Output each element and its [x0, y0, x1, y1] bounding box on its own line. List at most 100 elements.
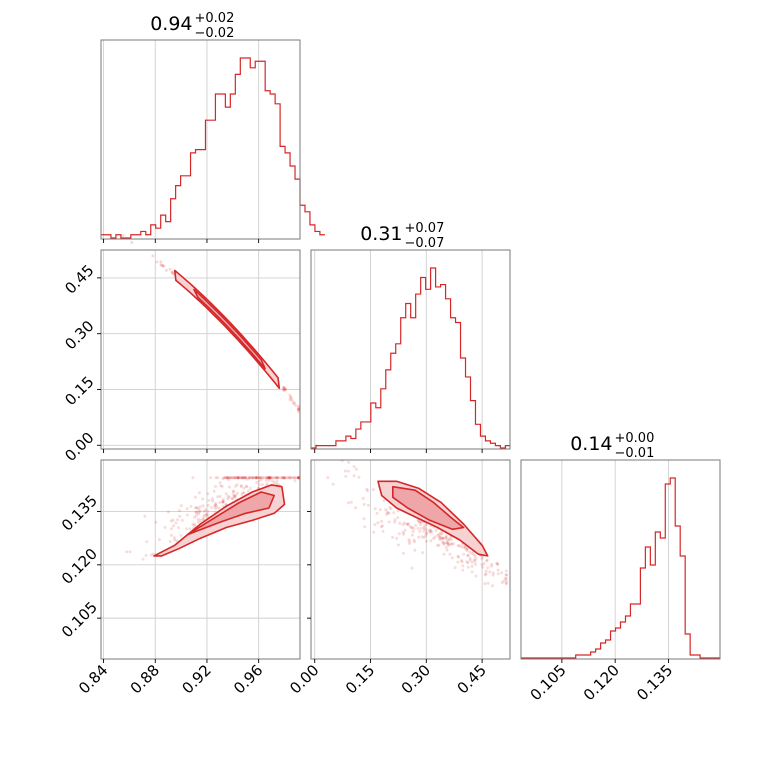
sample-point	[257, 483, 261, 487]
sample-point	[373, 523, 377, 527]
sample-point	[297, 476, 301, 480]
sample-point	[236, 476, 240, 480]
sample-point	[234, 476, 238, 480]
sample-point	[465, 549, 469, 552]
sample-point	[473, 554, 477, 558]
sample-point	[149, 553, 153, 557]
sample-point	[233, 476, 237, 480]
sample-point	[441, 541, 445, 545]
sample-point	[468, 558, 472, 562]
tick-label-x: 0.135	[633, 661, 676, 704]
sample-point	[169, 533, 173, 537]
sample-point	[354, 467, 358, 471]
sample-point	[269, 476, 273, 480]
sample-point	[438, 534, 442, 538]
sample-point	[314, 444, 318, 447]
sample-point	[237, 476, 241, 480]
sample-point	[283, 476, 287, 480]
sample-point	[441, 540, 445, 544]
sample-point	[297, 407, 301, 411]
sample-point	[243, 476, 247, 480]
panel-scatter-1-2: 0.00 0.15 0.30 0.45	[286, 444, 511, 697]
sample-point	[231, 476, 235, 480]
sample-point	[160, 264, 164, 267]
sample-point	[405, 523, 409, 526]
sample-point	[220, 484, 224, 488]
sample-point	[221, 500, 225, 503]
sample-point	[443, 541, 447, 545]
sample-point	[365, 487, 369, 491]
sample-point	[354, 506, 358, 510]
sample-point	[227, 478, 231, 482]
sample-point	[445, 548, 449, 552]
sample-point	[418, 529, 422, 533]
sample-point	[128, 550, 132, 554]
sample-point	[297, 476, 301, 480]
sample-point	[288, 398, 292, 402]
sample-point	[165, 268, 168, 272]
sample-point	[496, 562, 500, 566]
panel-title-value: 0.31	[360, 223, 402, 245]
sample-point	[282, 386, 286, 390]
sample-point	[460, 560, 464, 564]
sample-point	[433, 535, 437, 539]
sample-point	[206, 492, 210, 496]
sample-point	[268, 476, 272, 480]
sample-point	[362, 502, 366, 506]
sample-point	[408, 539, 412, 543]
sample-point	[289, 395, 293, 399]
sample-point	[372, 530, 376, 534]
sample-point	[411, 530, 415, 533]
sample-point	[447, 538, 451, 542]
sample-point	[446, 542, 450, 545]
sample-point	[266, 476, 270, 480]
sample-point	[231, 489, 235, 493]
sample-point	[460, 559, 463, 562]
sample-point	[258, 476, 262, 480]
sample-point	[226, 476, 230, 480]
sample-point	[474, 562, 477, 566]
sample-point	[191, 523, 195, 526]
sample-point	[362, 517, 366, 521]
sample-point	[284, 387, 287, 391]
histogram-step	[101, 57, 325, 239]
sample-point	[271, 476, 275, 480]
sample-point	[241, 491, 245, 495]
sample-point	[282, 476, 286, 480]
sample-point	[248, 476, 251, 480]
sample-point	[221, 500, 225, 504]
sample-point	[410, 566, 414, 570]
sample-point	[448, 552, 452, 556]
tick-label-x: 0.84	[75, 661, 111, 697]
sample-point	[474, 557, 478, 561]
sample-point	[282, 385, 286, 389]
panel-title-plus: +0.07	[405, 221, 445, 236]
sample-point	[223, 476, 227, 480]
sample-point	[446, 543, 450, 547]
sample-point	[198, 518, 202, 522]
sample-point	[198, 510, 202, 513]
sample-point	[491, 584, 494, 588]
tick-label-y: 0.15	[61, 373, 97, 409]
sample-point	[291, 476, 295, 480]
sample-point	[288, 393, 292, 397]
sample-point	[297, 410, 301, 414]
sample-point	[489, 564, 493, 568]
sample-point	[483, 582, 487, 586]
sample-point	[194, 506, 198, 509]
sample-point	[267, 478, 271, 482]
sample-point	[294, 476, 298, 480]
sample-point	[391, 535, 395, 539]
sample-point	[402, 551, 405, 555]
sample-point	[417, 520, 421, 524]
panel-hist-0: 0.94 +0.02−0.02	[100, 11, 325, 243]
sample-point	[472, 552, 476, 556]
sample-point	[264, 478, 268, 482]
sample-point	[496, 568, 500, 572]
tick-label-y: 0.30	[61, 317, 97, 353]
tick-label-x: 0.96	[230, 661, 266, 697]
sample-point	[445, 538, 449, 542]
sample-point	[264, 476, 268, 480]
sample-point	[244, 484, 248, 488]
